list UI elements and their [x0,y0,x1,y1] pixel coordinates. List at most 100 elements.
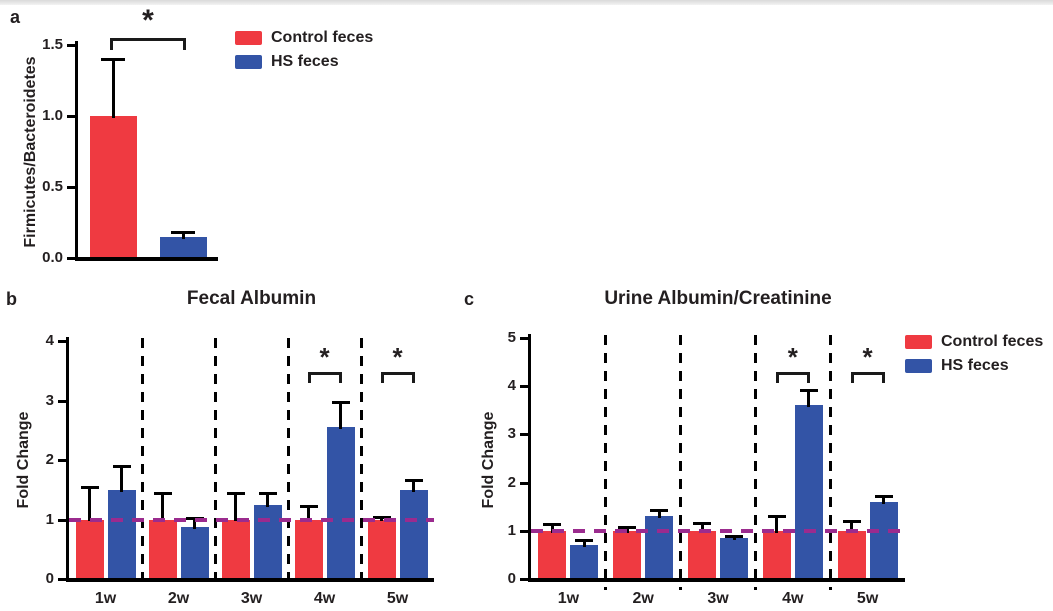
group-separator [753,335,757,590]
error-bar-cap [543,522,562,526]
significance-star: * [787,342,798,372]
y-tick [520,481,528,485]
legend-item-control-feces: Control feces [235,30,373,46]
legend-item-hs-feces: HS feces [905,358,1043,374]
error-bar-line [161,492,164,522]
y-tick-label: 4 [45,332,54,349]
panel-a-letter: a [10,7,21,27]
bar-control-feces-4w [762,530,791,580]
error-bar-line [582,540,586,548]
y-tick-label: 4 [507,377,516,395]
y-tick [58,518,66,522]
bar-control-feces-2w [613,530,642,580]
error-bar-line [234,492,237,522]
bar-control-feces-5w [837,530,866,580]
group-separator [604,335,608,590]
error-bar-line [657,510,661,519]
error-bar-cap [299,505,318,509]
y-tick-label: 0.5 [42,178,63,195]
panel-c-legend: Control feces HS feces [905,334,1043,374]
x-axis-line [528,578,905,582]
error-bar-line [307,506,310,522]
bar-control-feces-1w [538,530,567,580]
panel-c-title: Urine Albumin/Creatinine [604,288,832,309]
group-separator [359,338,363,590]
y-tick-label: 2 [45,451,54,468]
error-bar-cap [226,491,245,495]
y-tick [520,385,528,389]
error-bar-line [88,486,91,522]
x-category-label-5w: 5w [386,590,409,607]
error-bar-cap [112,464,131,468]
bar-hs-feces-2w [645,516,674,580]
legend-swatch-hs-feces [905,359,932,373]
bar-control-feces-2w [148,519,177,580]
bar-hs-feces-3w [253,504,282,580]
bar-hs-feces-4w [326,427,355,580]
significance-star: * [319,342,330,372]
error-bar-cap [874,495,893,499]
error-bar-cap [725,534,743,538]
error-bar-cap [575,539,594,543]
y-tick [58,459,66,462]
x-axis-line [75,257,218,261]
significance-bracket [307,372,342,383]
legend-item-hs-feces: HS feces [235,54,373,70]
significance-bracket [850,372,885,383]
y-tick-label: 1.5 [42,36,63,53]
error-bar-line [850,521,854,533]
error-bar-cap [258,491,277,495]
y-tick-label: 5 [507,329,516,346]
y-tick-label: 1.0 [42,107,63,124]
x-category-label-4w: 4w [782,590,804,607]
bar-hs-feces-1w [570,545,599,580]
x-category-label-1w: 1w [94,590,117,607]
error-bar-line [193,517,196,529]
bar-hs-feces-3w [720,538,748,580]
legend-label-hs-feces: HS feces [271,53,339,70]
error-bar-line [775,516,779,533]
y-tick [520,578,528,581]
legend-swatch-hs-feces [235,55,262,69]
bar-control-feces-5w [367,519,396,580]
y-tick [67,186,75,189]
y-tick-label: 1 [507,521,516,539]
significance-bracket [775,372,810,383]
y-tick [520,529,528,533]
error-bar-line [111,59,115,118]
error-bar-cap [767,515,786,519]
significance-star: * [142,4,154,37]
error-bar-cap [650,509,669,513]
y-axis-line [75,41,78,260]
significance-star: * [392,342,403,372]
error-bar-line [550,523,554,533]
error-bar-line [412,479,415,492]
error-bar-cap [331,401,350,405]
error-bar-cap [80,485,99,489]
y-tick [67,44,75,47]
panel-a-ylabel: Firmicutes/Bacteroidetes [22,56,39,248]
error-bar-line [882,496,886,504]
error-bar-cap [153,491,172,495]
x-category-label-3w: 3w [240,590,263,607]
reference-line [69,517,434,522]
panel-a-legend: Control feces HS feces [235,30,373,70]
legend-label-control-feces: Control feces [271,29,374,46]
error-bar-cap [171,231,195,235]
x-category-label-3w: 3w [707,590,729,607]
y-tick-label: 2 [507,473,516,491]
bar-hs-feces-2w [180,526,209,580]
y-tick-label: 0 [507,570,516,587]
y-tick-label: 0 [45,570,54,587]
error-bar-cap [372,515,391,519]
legend-swatch-control-feces [905,335,932,349]
x-category-label-1w: 1w [557,590,580,607]
x-category-label-5w: 5w [856,590,879,607]
legend-label-control-feces: Control feces [941,333,1044,350]
y-tick-label: 0.0 [42,249,63,266]
panel-b-letter: b [6,289,17,309]
panel-b-title: Fecal Albumin [186,288,317,309]
x-category-label-4w: 4w [313,590,336,607]
error-bar-line [266,492,269,507]
